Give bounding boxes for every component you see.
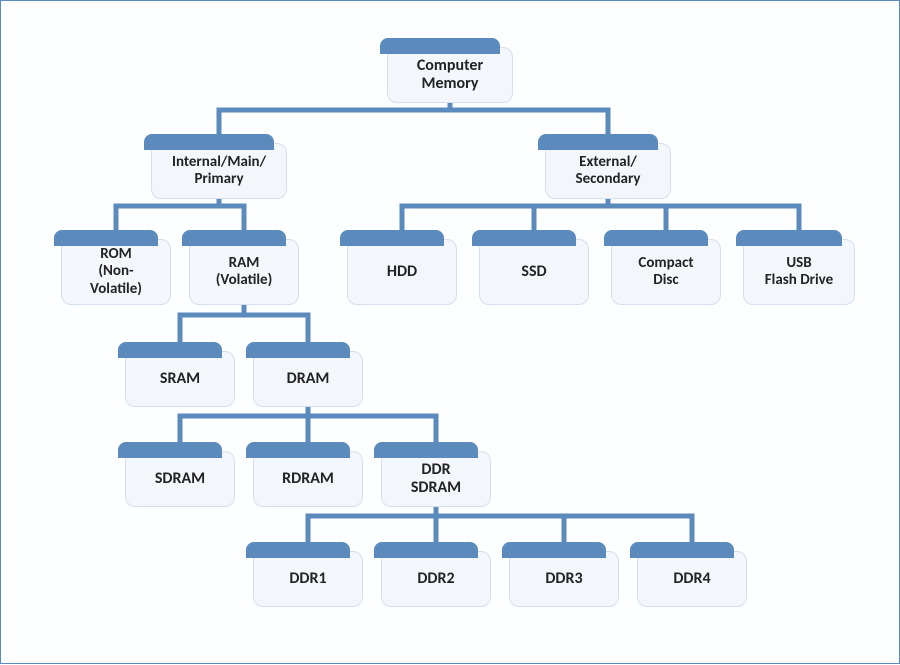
node-label: External/Secondary <box>576 154 641 189</box>
node-sram: SRAM <box>125 351 235 407</box>
node-label: DDRSDRAM <box>411 461 461 498</box>
node-label: SDRAM <box>155 470 205 488</box>
node-tab <box>118 442 222 458</box>
node-label: DDR1 <box>289 570 326 588</box>
node-label: ROM(Non-Volatile) <box>90 246 142 298</box>
node-label: DDR2 <box>417 570 454 588</box>
node-tab <box>472 230 576 246</box>
node-ram: RAM(Volatile) <box>189 239 299 305</box>
node-label: ComputerMemory <box>417 57 483 94</box>
node-ddr1: DDR1 <box>253 551 363 607</box>
node-tab <box>630 542 734 558</box>
node-root: ComputerMemory <box>387 47 513 103</box>
node-label: CompactDisc <box>638 255 693 290</box>
node-external: External/Secondary <box>545 143 671 199</box>
node-label: SSD <box>521 263 546 281</box>
node-tab <box>604 230 708 246</box>
node-label: RAM(Volatile) <box>216 255 273 290</box>
node-ddr3: DDR3 <box>509 551 619 607</box>
node-tab <box>538 134 658 150</box>
node-tab <box>246 342 350 358</box>
node-cd: CompactDisc <box>611 239 721 305</box>
node-label: SRAM <box>160 370 200 388</box>
node-label: HDD <box>387 263 417 281</box>
node-tab <box>340 230 444 246</box>
node-tab <box>374 542 478 558</box>
node-tab <box>380 38 500 54</box>
node-tab <box>502 542 606 558</box>
node-ddrsdram: DDRSDRAM <box>381 451 491 507</box>
node-label: DRAM <box>287 370 330 388</box>
node-rdram: RDRAM <box>253 451 363 507</box>
node-label: Internal/Main/Primary <box>172 154 266 189</box>
node-tab <box>374 442 478 458</box>
node-label: DDR3 <box>545 570 582 588</box>
node-label: RDRAM <box>282 470 334 488</box>
diagram-frame: { "diagram": { "type": "tree", "backgrou… <box>0 0 900 664</box>
node-sdram: SDRAM <box>125 451 235 507</box>
node-hdd: HDD <box>347 239 457 305</box>
node-tab <box>118 342 222 358</box>
node-tab <box>736 230 842 246</box>
node-dram: DRAM <box>253 351 363 407</box>
node-tab <box>144 134 274 150</box>
node-tab <box>182 230 286 246</box>
node-ddr4: DDR4 <box>637 551 747 607</box>
node-usb: USBFlash Drive <box>743 239 855 305</box>
node-rom: ROM(Non-Volatile) <box>61 239 171 305</box>
node-label: USBFlash Drive <box>765 255 833 290</box>
node-label: DDR4 <box>673 570 710 588</box>
node-tab <box>246 442 350 458</box>
node-ssd: SSD <box>479 239 589 305</box>
node-ddr2: DDR2 <box>381 551 491 607</box>
node-internal: Internal/Main/Primary <box>151 143 287 199</box>
node-tab <box>54 230 158 246</box>
node-tab <box>246 542 350 558</box>
